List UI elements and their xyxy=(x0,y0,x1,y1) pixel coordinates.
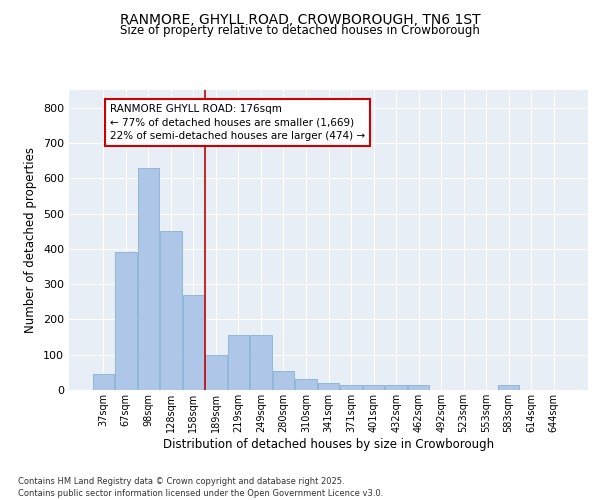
Bar xyxy=(273,370,294,390)
Text: RANMORE, GHYLL ROAD, CROWBOROUGH, TN6 1ST: RANMORE, GHYLL ROAD, CROWBOROUGH, TN6 1S… xyxy=(119,12,481,26)
Bar xyxy=(228,336,249,390)
Bar xyxy=(205,354,227,390)
Bar xyxy=(250,336,272,390)
Bar xyxy=(115,252,137,390)
Text: Contains HM Land Registry data © Crown copyright and database right 2025.
Contai: Contains HM Land Registry data © Crown c… xyxy=(18,476,383,498)
Bar xyxy=(137,168,159,390)
Bar xyxy=(385,384,407,390)
Bar xyxy=(182,294,204,390)
Text: RANMORE GHYLL ROAD: 176sqm
← 77% of detached houses are smaller (1,669)
22% of s: RANMORE GHYLL ROAD: 176sqm ← 77% of deta… xyxy=(110,104,365,141)
Bar xyxy=(318,383,339,390)
X-axis label: Distribution of detached houses by size in Crowborough: Distribution of detached houses by size … xyxy=(163,438,494,450)
Bar xyxy=(160,231,182,390)
Text: Size of property relative to detached houses in Crowborough: Size of property relative to detached ho… xyxy=(120,24,480,37)
Bar xyxy=(363,384,384,390)
Bar xyxy=(498,384,520,390)
Bar xyxy=(92,374,114,390)
Bar xyxy=(340,384,362,390)
Bar xyxy=(408,384,429,390)
Bar xyxy=(295,380,317,390)
Y-axis label: Number of detached properties: Number of detached properties xyxy=(25,147,37,333)
